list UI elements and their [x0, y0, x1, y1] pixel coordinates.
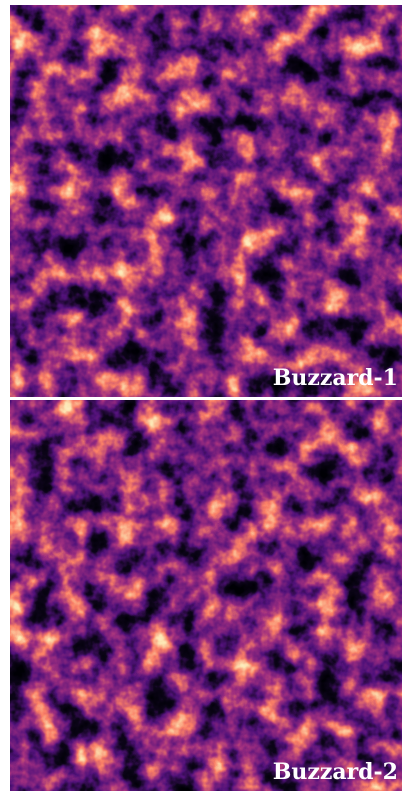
panel-label: Buzzard-1 — [273, 365, 398, 391]
panel-1: Buzzard-1 — [10, 5, 402, 397]
figure: Buzzard-1 Buzzard-2 — [0, 0, 403, 791]
panel-label: Buzzard-2 — [273, 759, 398, 785]
panel-2: Buzzard-2 — [10, 400, 402, 791]
density-map — [10, 5, 402, 397]
density-map — [10, 400, 402, 791]
